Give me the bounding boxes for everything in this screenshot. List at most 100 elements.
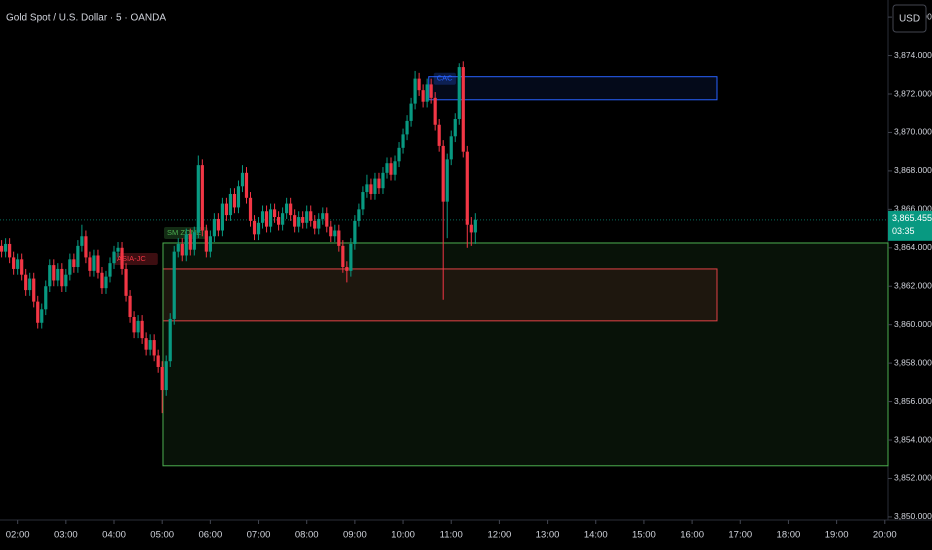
currency-button[interactable] <box>892 4 927 33</box>
candle-body <box>377 178 381 189</box>
candle-body <box>252 220 257 235</box>
candle-body <box>212 218 216 237</box>
candle-body <box>12 257 16 269</box>
candle-body <box>72 259 76 268</box>
candle-body <box>449 136 453 160</box>
candle-body <box>393 161 397 175</box>
candle-body <box>156 355 160 367</box>
currency-label[interactable]: USD <box>899 14 920 25</box>
candle-body <box>220 203 225 231</box>
candle-body <box>453 118 457 137</box>
x-tick-label: 20:00 <box>873 530 897 541</box>
candle-body <box>437 124 441 146</box>
zone-label: CAC <box>437 74 453 83</box>
candle-body <box>168 318 172 362</box>
candle-body <box>188 234 192 250</box>
candle-body <box>100 272 104 289</box>
candle-body <box>277 217 281 225</box>
x-tick-label: 13:00 <box>536 530 560 541</box>
zones: CAC ASIA-JC SM ZONE <box>0 72 889 467</box>
candle-body <box>104 276 108 289</box>
x-tick-label: 09:00 <box>343 530 367 541</box>
candle-body <box>200 165 204 231</box>
candle-body <box>172 251 176 319</box>
candle-body <box>44 286 48 310</box>
candle-body <box>148 340 152 350</box>
candle-body <box>24 274 28 291</box>
y-tick-label: 3,862.000 <box>894 280 932 290</box>
candle-body <box>164 361 168 391</box>
x-tick-label: 10:00 <box>391 530 415 541</box>
candle-body <box>48 265 52 287</box>
last-price-label: 3,865.455 <box>892 213 932 223</box>
candle-body <box>325 213 329 227</box>
candle-body <box>260 211 265 223</box>
candle-body <box>337 230 341 246</box>
y-tick-label: 3,868.000 <box>894 165 932 175</box>
y-tick-label: 3,864.000 <box>894 242 932 252</box>
candle-body <box>357 209 361 221</box>
candle-body <box>341 245 345 268</box>
candle-body <box>381 172 385 189</box>
candle-body <box>236 186 241 208</box>
candle-body <box>144 338 148 350</box>
y-tick-label: 3,860.000 <box>894 319 932 329</box>
x-tick-label: 04:00 <box>102 530 126 541</box>
candle-body <box>353 220 357 244</box>
candle-body <box>361 192 365 210</box>
candle-body <box>244 172 249 198</box>
candle-body <box>196 165 200 233</box>
y-tick-label: 3,870.000 <box>894 127 932 137</box>
candle-body <box>40 309 44 323</box>
candle-body <box>365 184 369 193</box>
zone-label: ASIA-JC <box>117 254 146 263</box>
candle-body <box>301 217 305 223</box>
candle-body <box>264 211 269 227</box>
candle-body <box>281 213 285 225</box>
x-tick-label: 11:00 <box>440 530 463 541</box>
candle-body <box>16 259 20 269</box>
x-tick-label: 08:00 <box>295 530 319 541</box>
candle-body <box>116 247 120 252</box>
candle-body <box>413 78 417 104</box>
candle-body <box>317 218 321 229</box>
candle-body <box>293 215 297 227</box>
candle-body <box>152 340 156 356</box>
x-tick-label: 03:00 <box>54 530 78 541</box>
candle-body <box>433 97 437 125</box>
candle-body <box>232 193 237 208</box>
candle-body <box>0 245 4 252</box>
x-tick-label: 02:00 <box>6 530 30 541</box>
candle-body <box>204 230 208 252</box>
zone-label: SM ZONE <box>167 228 201 237</box>
candle-body <box>457 67 461 119</box>
candle-body <box>160 366 164 391</box>
candle-body <box>80 236 84 246</box>
candle-body <box>184 234 188 256</box>
candle-body <box>32 278 36 302</box>
candle-body <box>60 268 64 287</box>
candle-body <box>124 268 128 296</box>
zone <box>162 242 889 467</box>
candle-body <box>313 220 317 229</box>
candle-body <box>84 236 88 258</box>
candle-body <box>112 251 116 264</box>
candle-body <box>68 259 72 275</box>
x-tick-label: 17:00 <box>728 530 752 541</box>
candle-body <box>140 320 144 339</box>
candle-body <box>96 255 100 273</box>
candle-body <box>268 209 273 227</box>
x-tick-label: 12:00 <box>488 530 512 541</box>
candle-body <box>305 211 309 223</box>
candle-body <box>349 243 353 271</box>
candle-body <box>180 243 184 256</box>
candle-body <box>385 163 389 173</box>
candle-body <box>473 219 477 233</box>
candle-body <box>465 151 469 225</box>
candle-body <box>425 84 429 102</box>
candle-body <box>405 120 409 135</box>
x-tick-label: 06:00 <box>198 530 222 541</box>
candle-body <box>289 203 293 216</box>
